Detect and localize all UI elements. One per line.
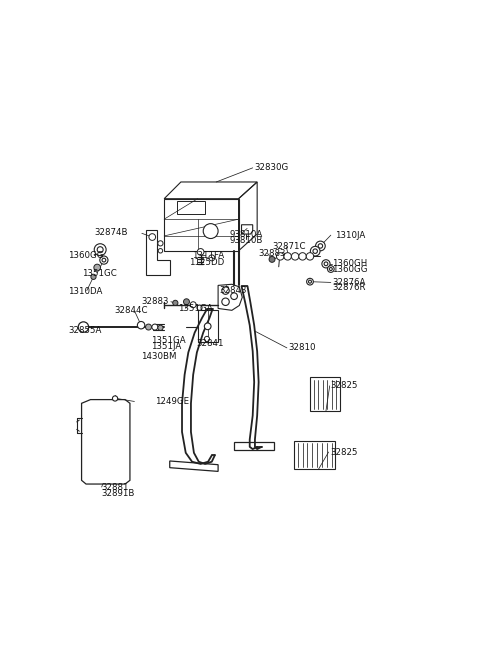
Circle shape	[284, 253, 291, 260]
Circle shape	[145, 324, 152, 330]
Circle shape	[152, 324, 158, 330]
Text: 1351GA: 1351GA	[152, 336, 186, 345]
Circle shape	[197, 305, 202, 310]
Text: 32871C: 32871C	[273, 242, 306, 251]
Text: 1360GH: 1360GH	[332, 259, 368, 269]
Circle shape	[112, 396, 118, 401]
Circle shape	[183, 299, 190, 305]
Circle shape	[173, 300, 178, 305]
Text: 32891B: 32891B	[101, 489, 134, 498]
Text: 32855A: 32855A	[68, 326, 102, 335]
Circle shape	[276, 253, 284, 260]
Circle shape	[78, 322, 89, 332]
Circle shape	[137, 322, 145, 329]
Circle shape	[94, 244, 106, 255]
Circle shape	[102, 258, 106, 262]
Text: 32825: 32825	[330, 447, 358, 457]
Circle shape	[311, 246, 320, 256]
Circle shape	[197, 248, 204, 255]
Text: 32876R: 32876R	[332, 284, 366, 293]
Circle shape	[327, 266, 334, 272]
Circle shape	[306, 253, 314, 260]
Circle shape	[203, 223, 218, 238]
Bar	[294, 441, 335, 469]
Circle shape	[158, 241, 163, 246]
Circle shape	[100, 256, 108, 264]
Circle shape	[209, 255, 215, 261]
Text: 32830G: 32830G	[254, 162, 288, 172]
Text: 1351JA: 1351JA	[152, 342, 182, 351]
Circle shape	[315, 241, 325, 251]
Text: 1351GA: 1351GA	[178, 304, 212, 313]
Bar	[177, 200, 205, 214]
Text: 32843: 32843	[219, 286, 247, 295]
Circle shape	[231, 293, 238, 299]
Circle shape	[309, 280, 312, 283]
Text: 1311FA: 1311FA	[192, 251, 224, 260]
Bar	[310, 377, 340, 411]
Circle shape	[190, 302, 196, 308]
Circle shape	[149, 234, 156, 240]
Text: 32883: 32883	[142, 297, 169, 307]
Bar	[198, 310, 218, 342]
Circle shape	[291, 253, 299, 260]
Text: 32844C: 32844C	[114, 306, 147, 315]
Circle shape	[158, 248, 163, 253]
Text: 1430BM: 1430BM	[141, 352, 177, 362]
Text: 32881: 32881	[101, 483, 129, 493]
Text: 32810: 32810	[289, 343, 316, 352]
Text: 93810A: 93810A	[229, 229, 263, 238]
Text: 93810B: 93810B	[229, 236, 263, 244]
Text: 1249GE: 1249GE	[155, 397, 189, 406]
Text: 1310JA: 1310JA	[335, 231, 365, 240]
Circle shape	[222, 298, 229, 305]
Text: 1310DA: 1310DA	[68, 287, 103, 296]
Circle shape	[299, 253, 306, 260]
Circle shape	[313, 249, 317, 253]
Circle shape	[204, 323, 211, 329]
Text: 32825: 32825	[331, 381, 358, 390]
Text: 32874B: 32874B	[94, 228, 128, 237]
Circle shape	[324, 262, 328, 266]
Circle shape	[318, 244, 323, 248]
Circle shape	[204, 337, 210, 341]
Text: 1125DD: 1125DD	[190, 258, 225, 267]
Circle shape	[94, 264, 100, 271]
Circle shape	[222, 287, 229, 294]
Circle shape	[329, 267, 332, 271]
Text: 32841: 32841	[196, 339, 224, 348]
Circle shape	[158, 325, 163, 330]
Circle shape	[269, 256, 275, 262]
Text: 1351GC: 1351GC	[82, 269, 116, 278]
Text: 32883: 32883	[258, 249, 286, 258]
Circle shape	[307, 278, 313, 285]
Text: 1360GG: 1360GG	[68, 251, 104, 260]
Circle shape	[97, 247, 103, 253]
Text: 1360GG: 1360GG	[332, 265, 368, 274]
Circle shape	[91, 274, 96, 280]
Text: 32876A: 32876A	[332, 278, 366, 287]
Circle shape	[322, 260, 330, 268]
